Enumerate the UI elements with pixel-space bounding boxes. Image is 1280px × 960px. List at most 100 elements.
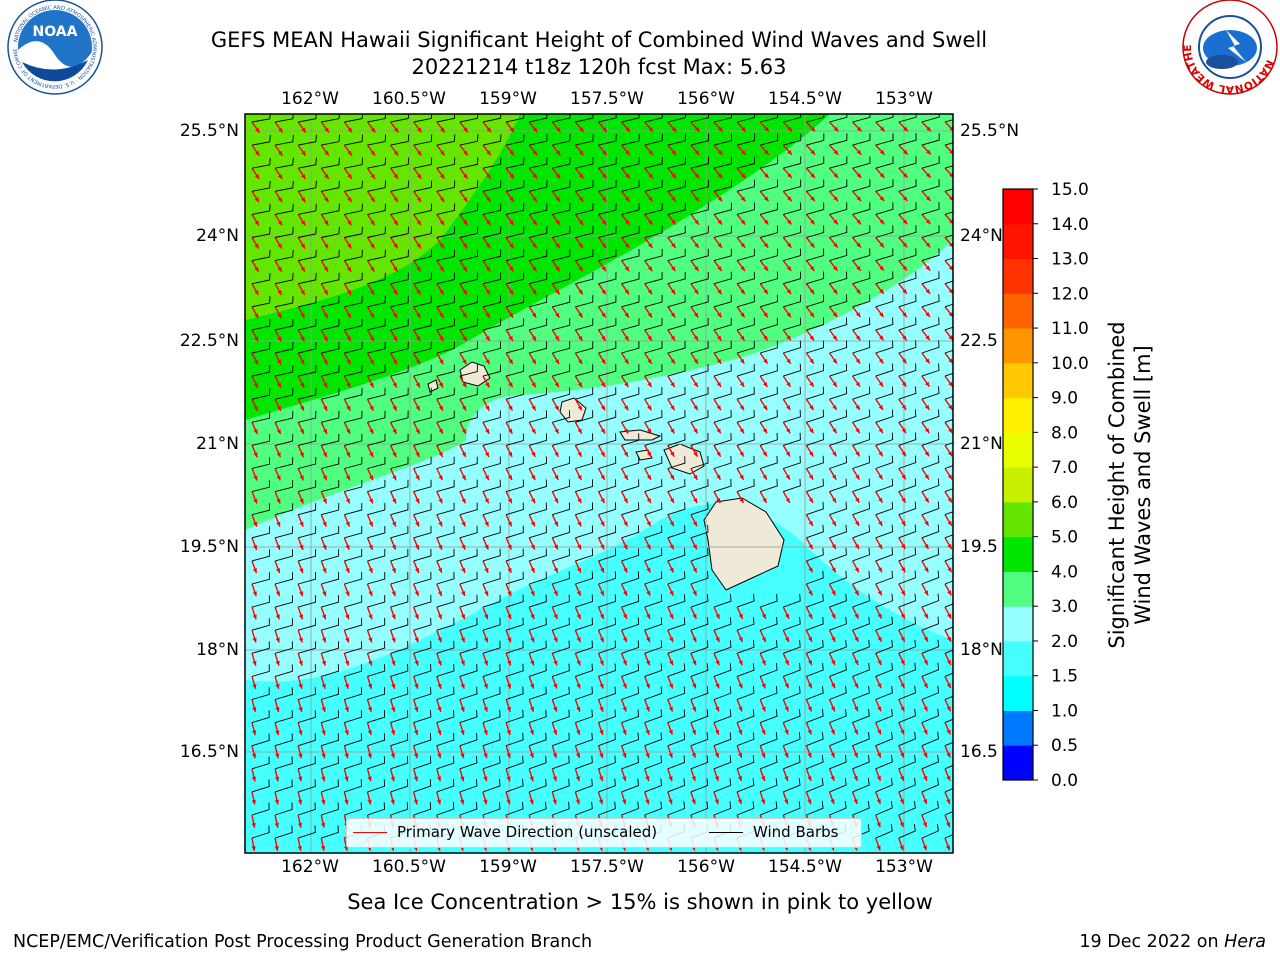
wave-direction-arrowhead (254, 220, 259, 226)
wave-direction-arrowhead (763, 381, 768, 387)
lon-label-bottom: 160.5°W (372, 857, 446, 877)
wave-direction-arrowhead (483, 753, 488, 759)
wind-barb (944, 649, 953, 654)
wind-barb (274, 341, 294, 354)
wave-direction-arrowhead (693, 498, 698, 504)
wind-barb (921, 455, 940, 469)
wind-barb (898, 593, 917, 608)
wave-direction-arrowhead (300, 336, 305, 342)
wave-direction-arrowhead (461, 591, 466, 597)
wind-barb (482, 410, 501, 423)
colorbar: 0.00.51.01.52.03.04.05.06.07.08.09.010.0… (1002, 180, 1089, 791)
wave-direction-arrowhead (440, 127, 445, 133)
wind-barb (251, 549, 270, 562)
wave-direction-arrowhead (462, 405, 467, 411)
wave-direction-arrowhead (299, 568, 304, 574)
wind-barb (251, 180, 271, 192)
wind-barb (598, 133, 617, 146)
wind-barb (736, 663, 755, 677)
wave-direction-arrowhead (506, 799, 511, 805)
wave-direction-arrowhead (300, 313, 305, 319)
wave-direction-arrowhead (810, 126, 816, 132)
wave-direction-arrowhead (508, 405, 513, 411)
wave-direction-arrowhead (530, 637, 535, 643)
wind-barb (806, 732, 824, 747)
wave-direction-arrowhead (946, 775, 951, 781)
wave-direction-arrowhead (833, 242, 838, 248)
wind-barb (713, 732, 732, 747)
wind-barb (829, 386, 848, 400)
nws-logo-ring-text: NATIONAL WEATHER SERVICE (0, 0, 1276, 95)
wave-direction-arrowhead (370, 220, 375, 226)
wave-direction-arrowhead (554, 405, 559, 411)
wind-barb (921, 156, 940, 169)
wind-barb (921, 202, 940, 215)
wind-barb (413, 802, 432, 816)
wind-barb (783, 432, 801, 446)
wind-barb (713, 225, 732, 238)
wind-barb (251, 572, 270, 585)
wind-barb (875, 824, 893, 839)
wave-direction-arrowhead (370, 243, 375, 249)
wave-direction-arrowhead (901, 474, 906, 480)
wind-barb (944, 234, 953, 238)
wave-direction-arrowhead (786, 312, 791, 318)
colorbar-tick-label: 0.0 (1051, 771, 1078, 791)
wind-barb (736, 755, 755, 770)
wave-direction-arrowhead (647, 382, 652, 388)
wave-direction-arrowhead (370, 127, 376, 133)
wave-direction-arrowhead (670, 428, 675, 434)
wave-direction-arrowhead (692, 683, 697, 689)
wind-barb (644, 114, 663, 123)
wind-barb (898, 114, 917, 123)
wave-direction-arrowhead (740, 242, 746, 248)
wind-barb (344, 549, 363, 562)
wind-barb (644, 387, 663, 400)
wave-direction-arrowhead (506, 776, 511, 782)
wind-barb (644, 179, 663, 192)
wave-direction-arrowhead (878, 358, 884, 364)
wind-barb (852, 455, 871, 469)
wind-barb (806, 570, 824, 585)
wind-barb (736, 156, 756, 169)
wind-barb (251, 641, 270, 654)
wind-barb (436, 226, 456, 238)
wind-barb (852, 271, 871, 285)
wind-barb (251, 157, 271, 169)
wind-barb (621, 295, 640, 308)
wind-barb (482, 548, 501, 562)
wave-direction-arrowhead (602, 127, 607, 132)
wave-direction-arrowhead (601, 219, 607, 225)
wave-direction-arrowhead (810, 242, 815, 248)
wave-direction-arrowhead (810, 173, 815, 178)
wind-barb (690, 340, 709, 354)
wind-barb (852, 156, 871, 169)
wave-direction-arrowhead (808, 521, 813, 527)
wave-direction-arrowhead (300, 243, 306, 249)
wind-barb (274, 549, 293, 562)
wind-barb (621, 387, 640, 400)
wind-barb (413, 686, 432, 700)
wave-direction-arrowhead (555, 312, 560, 318)
wave-direction-arrowhead (832, 474, 837, 480)
wave-direction-arrowhead (622, 729, 627, 735)
wind-barb (667, 340, 686, 354)
colorbar-tick-label: 5.0 (1051, 528, 1078, 548)
wave-direction-arrowhead (506, 730, 511, 735)
wind-barb (298, 134, 317, 146)
wind-barb (274, 572, 293, 585)
wave-direction-arrowhead (277, 174, 283, 180)
wind-barb (459, 802, 478, 816)
wind-barb (944, 119, 953, 123)
wave-direction-arrowhead (483, 706, 488, 712)
wave-direction-arrowhead (344, 799, 349, 805)
wind-barb (783, 225, 802, 238)
wave-direction-arrowhead (483, 637, 489, 643)
wave-direction-arrowhead (252, 544, 258, 550)
wind-barb (921, 524, 940, 539)
wind-barb (459, 479, 478, 493)
wave-direction-arrowhead (554, 428, 559, 434)
wind-barb (944, 672, 953, 677)
wave-direction-arrowhead (903, 149, 908, 155)
wave-direction-arrowhead (831, 660, 836, 666)
